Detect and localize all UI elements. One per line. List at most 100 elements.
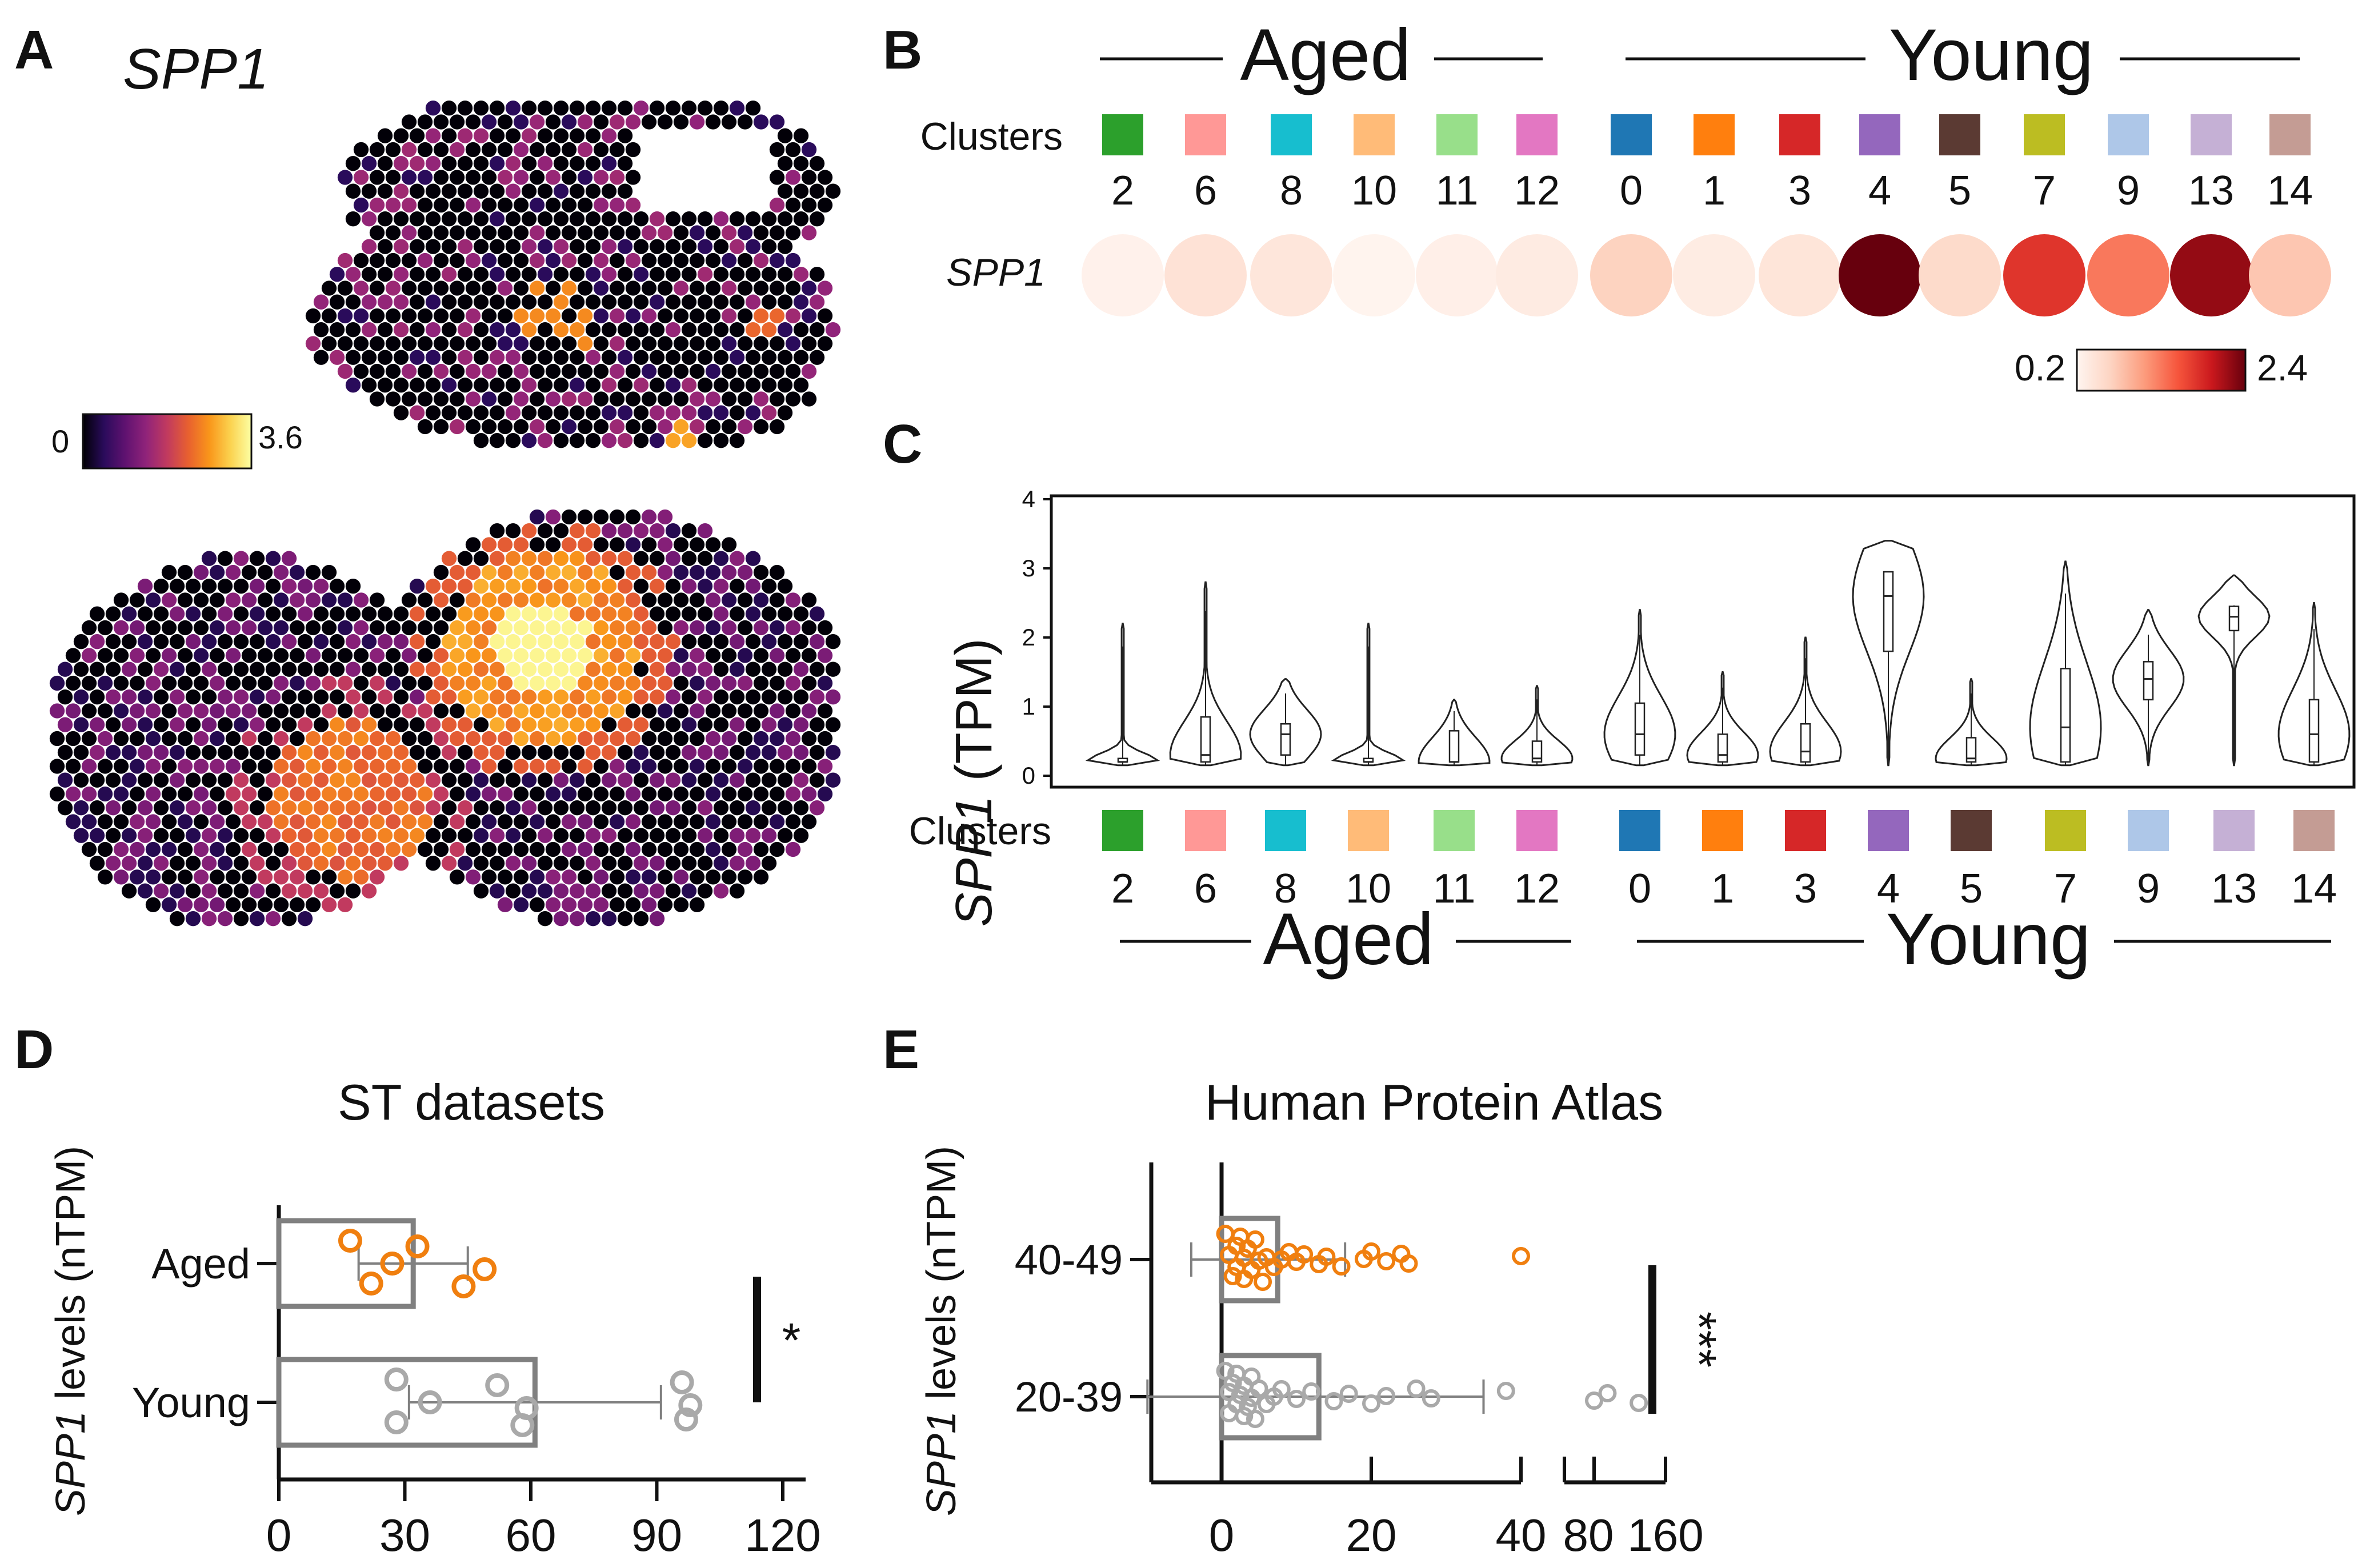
expression-spot [657, 759, 673, 774]
expression-spot [57, 800, 73, 816]
expression-spot [233, 689, 249, 705]
panel-a: A SPP1 0 3.6 [14, 19, 841, 927]
expression-spot [137, 828, 153, 843]
violin-shape [1852, 540, 1925, 767]
expression-spot [577, 537, 593, 552]
expression-spot [657, 675, 673, 691]
expression-spot [409, 828, 425, 843]
panel-d-ylabel: SPP1 levels (nTPM) [48, 1146, 94, 1516]
expression-spot [417, 620, 433, 636]
expression-spot [561, 308, 577, 324]
violin-box [1634, 702, 1646, 756]
panel-e-title: Human Protein Atlas [1205, 1074, 1663, 1130]
expression-spot [745, 800, 761, 816]
expression-spot [681, 800, 697, 816]
expression-spot [817, 336, 833, 351]
expression-spot [521, 689, 537, 705]
expression-spot [361, 183, 377, 199]
expression-spot [313, 828, 329, 843]
expression-spot [313, 322, 329, 338]
expression-spot [601, 717, 617, 732]
expression-spot [697, 267, 713, 282]
violin-shape [1418, 699, 1491, 767]
expression-spot [249, 689, 265, 705]
expression-spot [313, 689, 329, 705]
expression-spot [137, 579, 153, 594]
expression-spot [489, 717, 505, 732]
expression-spot [553, 211, 569, 227]
expression-spot [617, 828, 633, 843]
expression-spot [713, 828, 729, 843]
expression-spot [169, 856, 185, 871]
expression-spot [785, 142, 801, 158]
expression-spot [785, 170, 801, 185]
expression-spot [233, 883, 249, 899]
expression-spot [169, 828, 185, 843]
expression-spot [81, 814, 97, 829]
expression-spot [521, 378, 537, 393]
expression-spot [809, 717, 825, 732]
expression-spot [257, 814, 273, 829]
expression-spot [473, 551, 489, 566]
expression-spot [409, 579, 425, 594]
expression-spot [625, 363, 641, 379]
expression-spot [761, 322, 777, 338]
expression-spot [593, 759, 609, 774]
expression-spot [161, 759, 177, 774]
expression-spot [593, 564, 609, 580]
expression-spot [89, 828, 105, 843]
violin-box [1531, 740, 1543, 763]
expression-spot [777, 606, 793, 621]
expression-spot [185, 717, 201, 732]
expression-spot [449, 197, 465, 213]
expression-spot [73, 772, 89, 788]
expression-spot [721, 391, 737, 407]
expression-spot [225, 648, 241, 663]
expression-spot [617, 523, 633, 539]
expression-spot [529, 537, 545, 552]
data-point [1254, 1273, 1272, 1291]
expression-spot [737, 225, 753, 240]
expression-spot [801, 391, 817, 407]
expression-spot [497, 648, 513, 663]
expression-spot [441, 634, 457, 649]
expression-spot [569, 405, 585, 420]
expression-spot [553, 717, 569, 732]
expression-spot [633, 689, 649, 705]
expression-spot [505, 294, 521, 310]
cluster-swatch [2024, 114, 2065, 155]
expression-spot [89, 772, 105, 788]
expression-spot [617, 717, 633, 732]
cluster-number: 5 [1948, 168, 1971, 214]
expression-spot [553, 239, 569, 254]
expression-spot [225, 592, 241, 608]
expression-spot [417, 648, 433, 663]
expression-spot [129, 620, 145, 636]
expression-spot [673, 675, 689, 691]
expression-spot [481, 197, 497, 213]
expression-spot [193, 869, 209, 885]
expression-spot [233, 661, 249, 677]
expression-spot [241, 786, 257, 802]
expression-spot [345, 183, 361, 199]
category-label: 40-49 [1015, 1236, 1123, 1284]
expression-spot [649, 745, 665, 760]
data-point [473, 1257, 497, 1281]
expression-spot [729, 378, 745, 393]
expression-spot [521, 350, 537, 365]
expression-spot [601, 772, 617, 788]
expression-spot [537, 239, 553, 254]
expression-spot [481, 114, 497, 130]
expression-spot [809, 606, 825, 621]
expression-spot [305, 814, 321, 829]
expression-spot [489, 606, 505, 621]
expression-spot [537, 745, 553, 760]
expression-spot [521, 156, 537, 171]
expression-spot [89, 606, 105, 621]
expression-spot [393, 856, 409, 871]
expression-spot [249, 606, 265, 621]
expression-spot [649, 606, 665, 621]
expression-spot [425, 267, 441, 282]
expression-spot [409, 745, 425, 760]
expression-spot [665, 322, 681, 338]
